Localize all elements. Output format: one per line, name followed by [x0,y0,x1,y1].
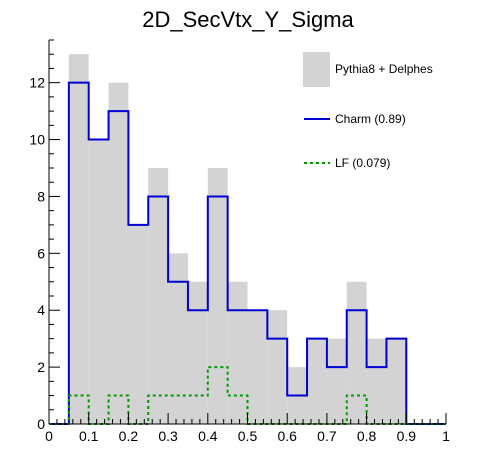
x-tick-label: 0 [45,428,53,444]
x-tick-label: 0.1 [79,428,99,444]
x-tick-label: 0.9 [397,428,417,444]
chart-title: 2D_SecVtx_Y_Sigma [142,7,354,32]
mc-bar [187,281,208,424]
legend: Pythia8 + Delphes Charm (0.89) LF (0.079) [303,52,433,170]
y-tick-label: 8 [37,188,45,204]
y-tick-label: 0 [37,416,45,432]
mc-bar [267,310,288,424]
mc-bar [366,338,387,424]
x-tick-label: 1 [442,428,450,444]
mc-bar [148,168,169,424]
x-tick-label: 0.7 [317,428,337,444]
y-tick-label: 2 [37,359,45,375]
mc-bar [108,82,129,425]
y-tick-label: 4 [37,302,45,318]
x-tick-label: 0.2 [119,428,139,444]
x-tick-label: 0.6 [277,428,297,444]
mc-bar [207,168,228,424]
x-tick-label: 0.5 [238,428,258,444]
legend-label: Charm (0.89) [335,112,406,126]
legend-swatch-mc [303,52,330,87]
mc-bar [247,310,268,424]
mc-bar [307,338,327,424]
y-tick-label: 10 [29,132,45,148]
mc-bar [227,281,248,424]
x-tick-label: 0.4 [198,428,218,444]
mc-bar [88,139,109,425]
mc-bar [128,224,149,424]
mc-bar [386,338,407,424]
mc-bar [326,338,347,424]
legend-label: LF (0.079) [335,156,390,170]
mc-bar [168,253,188,424]
x-tick-label: 0.8 [357,428,377,444]
charm-step-line [49,81,446,425]
filled-histogram [68,54,407,425]
mc-bar [346,281,367,424]
y-tick-label: 6 [37,245,45,261]
y-tick-label: 12 [29,75,45,91]
x-tick-label: 0.3 [158,428,178,444]
mc-bar [68,54,89,424]
legend-label: Pythia8 + Delphes [335,62,433,76]
